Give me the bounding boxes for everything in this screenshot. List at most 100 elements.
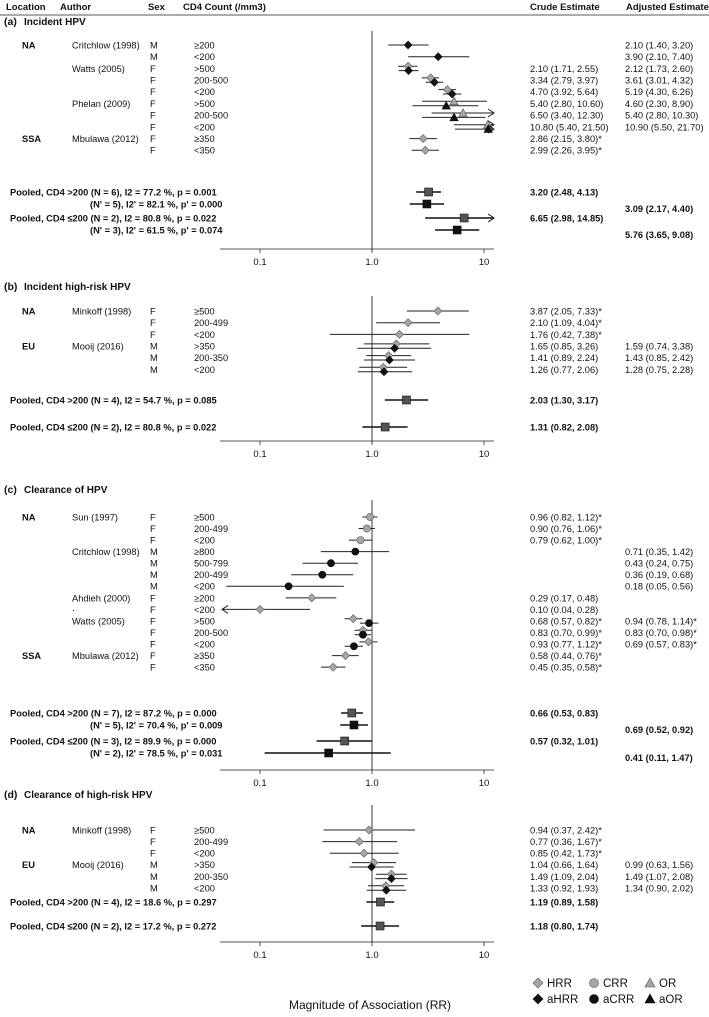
author-label: Mooij (2016) xyxy=(72,860,124,870)
sex-label: M xyxy=(150,883,158,893)
point-estimate-ahrr xyxy=(447,89,457,99)
crude-estimate-text: 2.99 (2.26, 3.95)* xyxy=(530,146,602,156)
pooled-label: (N' = 2), I2' = 78.5 %, p' = 0.031 xyxy=(90,748,222,758)
location-label: SSA xyxy=(22,651,41,661)
crude-estimate-text: 1.26 (0.77, 2.06) xyxy=(530,365,598,375)
sex-label: M xyxy=(150,570,158,580)
study-row: M 200-499 0.36 (0.19, 0.68) xyxy=(150,570,693,580)
crude-estimate-text: 0.90 (0.76, 1.06)* xyxy=(530,524,602,534)
ci-line-or-arrow xyxy=(487,108,495,118)
cd4-label: >350 xyxy=(194,342,215,352)
study-row: M 200-350 1.41 (0.89, 2.24) 1.43 (0.85, 2.4… xyxy=(150,351,693,365)
study-row: F 200-499 2.10 (1.09, 4.04)* xyxy=(150,318,602,328)
sex-label: M xyxy=(150,860,158,870)
adjusted-estimate-text: 1.49 (1.07, 2.08) xyxy=(625,872,693,882)
adjusted-estimate-text: 3.90 (2.10, 7.40) xyxy=(625,52,693,62)
study-row: SSA Mbulawa (2012) F ≥350 2.86 (2.15, 3.80)* xyxy=(22,134,602,144)
study-row: F <200 0.79 (0.62, 1.00)* xyxy=(150,536,602,546)
cd4-label: ≥500 xyxy=(194,825,215,835)
author-label: Sun (1997) xyxy=(72,512,118,522)
pooled-estimate-square xyxy=(452,225,462,235)
x-tick-label: 1.0 xyxy=(365,449,378,460)
cd4-label: 200-500 xyxy=(194,628,228,638)
crude-estimate-text: 2.86 (2.15, 3.80)* xyxy=(530,134,602,144)
author-label: Watts (2005) xyxy=(72,616,125,626)
cd4-label: ≥800 xyxy=(194,547,215,557)
study-row: NA Critchlow (1998) M ≥200 2.10 (1.40, 3.20) xyxy=(22,40,693,50)
study-row: F 200-500 0.83 (0.70, 0.99)* 0.83 (0.70, 0.… xyxy=(150,625,697,639)
ci-line-hrr-arrow xyxy=(221,604,229,614)
sex-label: F xyxy=(150,837,156,847)
header-crude-estimate: Crude Estimate xyxy=(530,2,600,13)
pooled-crude-text: 2.03 (1.30, 3.17) xyxy=(530,395,598,405)
study-row: F 200-500 6.50 (3.40, 12.30) 5.40 (2.80, 10… xyxy=(150,108,698,122)
header-location: Location xyxy=(6,2,46,13)
study-row: NA Minkoff (1998) F ≥500 3.87 (2.05, 7.33)* xyxy=(22,306,602,316)
pooled-label: Pooled, CD4 >200 (N = 4), I2 = 18.6 %, p… xyxy=(10,897,217,907)
cd4-label: <200 xyxy=(194,605,215,615)
legend-marker-aor xyxy=(644,993,656,1004)
pooled-row: (N' = 5), I2' = 70.4 %, p' = 0.009 0.69 (… xyxy=(90,720,693,735)
study-row: F <200 0.93 (0.77, 1.12)* 0.69 (0.57, 0.83)… xyxy=(150,637,697,651)
sex-label: F xyxy=(150,146,156,156)
pooled-crude-text: 1.18 (0.80, 1.74) xyxy=(530,921,598,931)
sex-label: F xyxy=(150,605,156,615)
point-estimate-acrr xyxy=(365,619,373,628)
cd4-label: <350 xyxy=(194,146,215,156)
crude-estimate-text: 3.87 (2.05, 7.33)* xyxy=(530,306,602,316)
crude-estimate-text: 0.94 (0.37, 2.42)* xyxy=(530,825,602,835)
point-estimate-crr xyxy=(356,536,365,544)
pooled-row: (N' = 5), I2' = 82.1 %, p' = 0.000 3.09 (… xyxy=(90,199,693,214)
point-estimate-hrr xyxy=(364,637,373,647)
point-estimate-acrr xyxy=(284,582,293,591)
crude-estimate-text: 4.70 (3.92, 5.64) xyxy=(530,87,598,97)
pooled-crude-text: 6.65 (2.98, 14.85) xyxy=(530,213,603,223)
panel-label: (c) xyxy=(4,484,17,496)
pooled-adjusted-text: 0.41 (0.11, 1.47) xyxy=(625,753,693,763)
pooled-adjusted-text: 0.69 (0.52, 0.92) xyxy=(625,725,693,735)
study-row: F <200 4.70 (3.92, 5.64) 5.19 (4.30, 6.26) xyxy=(150,85,693,99)
adjusted-estimate-text: 0.71 (0.35, 1.42) xyxy=(625,547,693,557)
x-tick-label: 0.1 xyxy=(253,449,266,460)
author-label: Watts (2005) xyxy=(72,64,125,74)
adjusted-estimate-text: 3.61 (3.01, 4.32) xyxy=(625,76,693,86)
study-row: F <200 0.85 (0.42, 1.73)* xyxy=(150,849,602,859)
author-label: Ahdieh (2000) xyxy=(72,593,130,603)
adjusted-estimate-text: 0.43 (0.24, 0.75) xyxy=(625,559,693,569)
pooled-row: Pooled, CD4 >200 (N = 4), I2 = 54.7 %, p… xyxy=(10,395,598,405)
point-estimate-hrr xyxy=(341,651,350,661)
crude-estimate-text: 0.93 (0.77, 1.12)* xyxy=(530,639,602,649)
cd4-label: ≥500 xyxy=(194,306,215,316)
pooled-row: Pooled, CD4 ≤200 (N = 2), I2 = 80.8 %, p… xyxy=(10,422,598,432)
cd4-label: <200 xyxy=(194,330,215,340)
cd4-label: >500 xyxy=(194,99,215,109)
pooled-label: Pooled, CD4 ≤200 (N = 2), I2 = 17.2 %, p… xyxy=(10,921,216,931)
adjusted-estimate-text: 0.36 (0.19, 0.68) xyxy=(625,570,693,580)
pooled-label: Pooled, CD4 >200 (N = 7), I2 = 87.2 %, p… xyxy=(10,708,217,718)
study-row: Phelan (2009) F >500 5.40 (2.80, 10.60) 4.60… xyxy=(72,96,693,110)
location-label: NA xyxy=(22,825,36,835)
author-label: Minkoff (1998) xyxy=(72,306,131,316)
pooled-crude-text: 1.19 (0.89, 1.58) xyxy=(530,897,598,907)
point-estimate-hrr xyxy=(307,593,317,603)
study-row: F <200 1.76 (0.42, 7.38)* xyxy=(150,330,602,340)
point-estimate-ahrr xyxy=(386,874,396,884)
pooled-label: Pooled, CD4 >200 (N = 6), I2 = 77.2 %, p… xyxy=(10,187,217,197)
sex-label: F xyxy=(150,628,156,638)
sex-label: F xyxy=(150,639,156,649)
panel-label: (b) xyxy=(4,281,17,293)
author-label: · xyxy=(72,605,75,615)
panel-d: (d) Clearance of high-risk HPV 0.1 1.0 10 NA M… xyxy=(4,789,693,961)
crude-estimate-text: 0.29 (0.17, 0.48) xyxy=(530,593,598,603)
header-author: Author xyxy=(60,2,91,13)
sex-label: M xyxy=(150,342,158,352)
point-estimate-hrr xyxy=(348,614,358,624)
adjusted-estimate-text: 0.99 (0.63, 1.56) xyxy=(625,860,693,870)
crude-estimate-text: 0.83 (0.70, 0.99)* xyxy=(530,628,602,638)
adjusted-estimate-text: 10.90 (5.50, 21.70) xyxy=(625,122,704,132)
sex-label: F xyxy=(150,76,156,86)
point-estimate-hrr xyxy=(420,145,430,155)
legend-label: aOR xyxy=(659,994,683,1006)
crude-estimate-text: 0.85 (0.42, 1.73)* xyxy=(530,849,602,859)
point-estimate-or xyxy=(449,96,459,105)
